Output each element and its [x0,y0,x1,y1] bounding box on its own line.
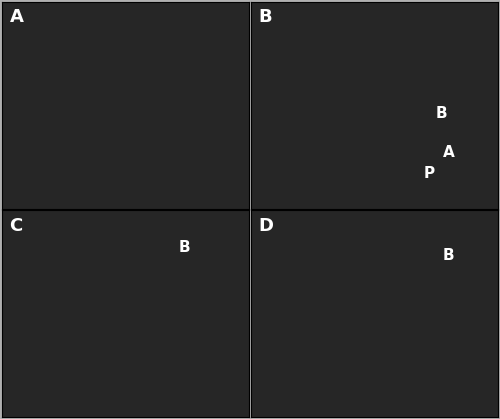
Text: B: B [258,8,272,26]
Text: B: B [443,248,454,264]
Text: A: A [442,145,454,160]
Text: B: B [436,106,447,121]
Text: A: A [10,8,24,26]
Text: B: B [179,240,190,255]
Text: P: P [424,166,434,181]
Text: D: D [258,217,274,235]
Text: C: C [10,217,22,235]
